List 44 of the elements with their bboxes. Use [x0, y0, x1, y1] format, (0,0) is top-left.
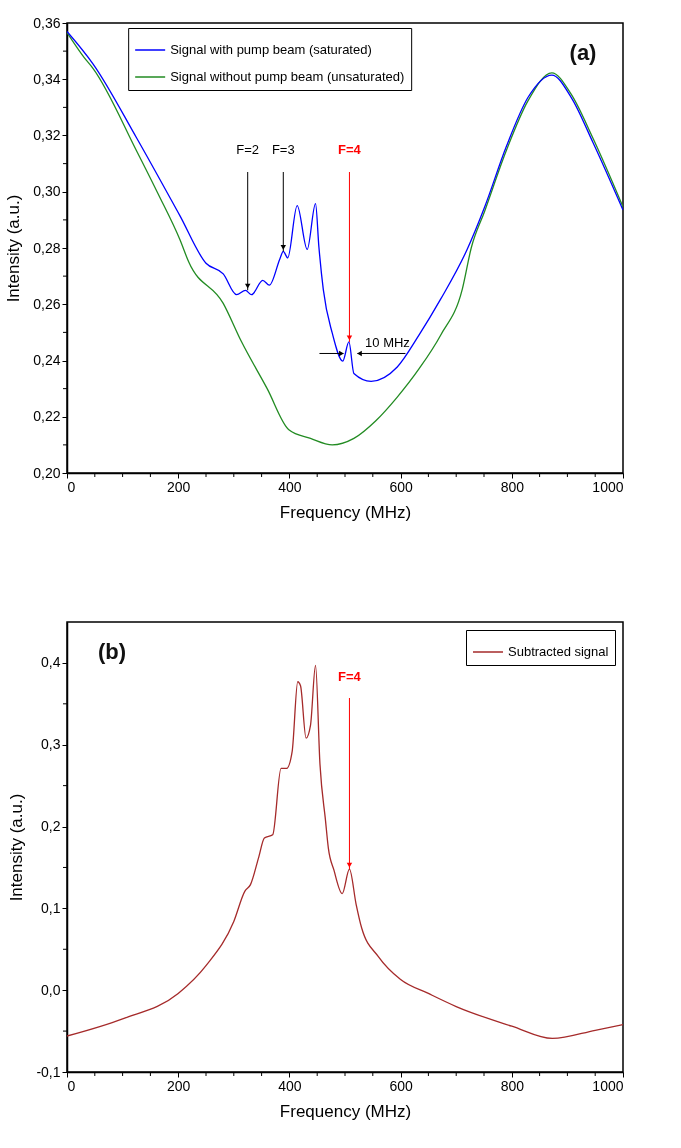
annotation: F=2	[236, 142, 260, 157]
x-tick-label: 0	[67, 1077, 76, 1094]
y-tick-label: 0,22	[33, 408, 61, 425]
x-tick-label: 200	[167, 1077, 191, 1094]
y-tick-label: 0,0	[41, 981, 61, 998]
y-tick-label: 0,32	[33, 127, 61, 143]
annotation: F=4	[338, 142, 362, 157]
y-tick-label: 0,4	[41, 654, 61, 671]
y-axis-title: Intensity (a.u.)	[7, 793, 27, 902]
x-tick-label: 0	[67, 478, 76, 495]
y-tick-label: 0,24	[33, 352, 61, 368]
x-tick-label: 600	[389, 1077, 413, 1094]
x-axis-title: Frequency (MHz)	[279, 1101, 412, 1121]
y-tick-label: 0,34	[33, 70, 61, 87]
x-tick-label: 800	[500, 478, 525, 495]
y-tick-label: 0,30	[33, 183, 61, 200]
y-tick-label: 0,2	[41, 818, 61, 835]
line-series	[67, 31, 623, 446]
y-tick-label: 0,1	[41, 899, 61, 916]
x-tick-label: 200	[167, 478, 191, 495]
annotation: F=3	[271, 142, 295, 157]
x-tick-label: 400	[278, 1077, 302, 1094]
annotation: (a)	[569, 40, 597, 65]
x-axis-title: Frequency (MHz)	[279, 502, 412, 522]
y-tick-label: 0,36	[33, 14, 61, 31]
annotation: 10 MHz	[365, 335, 410, 351]
line-series	[67, 664, 623, 1040]
y-tick-label: 0,3	[41, 736, 61, 753]
x-tick-label: 400	[278, 478, 302, 495]
y-tick-label: 0,20	[33, 464, 61, 481]
legend-label: Signal with pump beam (saturated)	[170, 42, 372, 57]
y-axis-title: Intensity (a.u.)	[4, 194, 24, 303]
y-tick-label: 0,26	[33, 295, 61, 312]
legend-label: Subtracted signal	[508, 644, 609, 659]
annotation: F=4	[338, 669, 362, 684]
x-tick-label: 1000	[592, 478, 624, 495]
line-series	[67, 30, 623, 382]
x-tick-label: 1000	[592, 1077, 624, 1094]
y-tick-label: 0,28	[33, 239, 61, 256]
y-tick-label: -0,1	[36, 1063, 61, 1080]
x-tick-label: 600	[389, 478, 413, 495]
annotation: (b)	[97, 639, 127, 664]
x-tick-label: 800	[500, 1077, 525, 1094]
legend-label: Signal without pump beam (unsaturated)	[170, 69, 405, 84]
